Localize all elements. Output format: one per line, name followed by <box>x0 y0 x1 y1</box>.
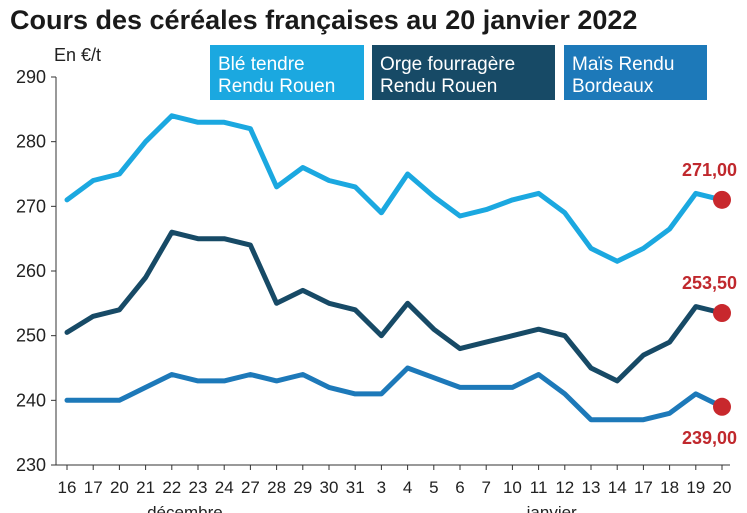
chart-title: Cours des céréales françaises au 20 janv… <box>10 5 637 35</box>
x-tick-label: 20 <box>110 478 129 497</box>
y-tick-label: 250 <box>16 326 46 346</box>
x-tick-label: 4 <box>403 478 412 497</box>
x-tick-label: 7 <box>481 478 490 497</box>
end-marker <box>713 190 731 209</box>
x-tick-label: 30 <box>320 478 339 497</box>
month-label: décembre <box>147 503 223 513</box>
x-tick-label: 16 <box>58 478 77 497</box>
end-value-label: 239,00 <box>682 428 737 448</box>
x-tick-label: 5 <box>429 478 438 497</box>
x-tick-label: 13 <box>582 478 601 497</box>
month-label: janvier <box>526 503 577 513</box>
unit-label: En €/t <box>54 45 101 65</box>
x-tick-label: 6 <box>455 478 464 497</box>
legend-label: Bordeaux <box>572 76 654 97</box>
x-tick-label: 17 <box>84 478 103 497</box>
x-tick-label: 3 <box>377 478 386 497</box>
x-tick-label: 19 <box>686 478 705 497</box>
x-tick-label: 12 <box>555 478 574 497</box>
y-tick-label: 230 <box>16 455 46 475</box>
end-value-label: 271,00 <box>682 160 737 180</box>
series-line <box>64 365 725 423</box>
x-tick-label: 14 <box>608 478 627 497</box>
end-marker <box>713 304 731 323</box>
x-tick-label: 11 <box>530 478 548 497</box>
legend-label: Rendu Rouen <box>218 76 335 97</box>
series-line <box>64 229 725 384</box>
series-lines <box>64 113 725 423</box>
y-tick-label: 270 <box>16 196 46 216</box>
axes: 230 240 250 260 270 280 290 16 17 20 21 22 23 24 27 28 2… <box>16 67 732 513</box>
x-tick-label: 31 <box>346 478 365 497</box>
end-value-label: 253,50 <box>682 273 737 293</box>
end-markers: 271,00 253,50 239,00 <box>682 160 737 448</box>
legend-swatch <box>372 45 555 100</box>
legend-label: Blé tendre <box>218 54 305 75</box>
y-tick-label: 260 <box>16 261 46 281</box>
end-marker <box>713 397 731 416</box>
legend-label: Rendu Rouen <box>380 76 497 97</box>
x-tick-label: 21 <box>136 478 155 497</box>
x-tick-label: 17 <box>634 478 653 497</box>
series-line <box>64 113 725 264</box>
legend-label: Orge fourragère <box>380 54 515 75</box>
x-tick-label: 29 <box>293 478 312 497</box>
x-tick-label: 28 <box>267 478 286 497</box>
x-tick-label: 10 <box>503 478 522 497</box>
y-tick-label: 290 <box>16 67 46 87</box>
x-tick-label: 20 <box>713 478 732 497</box>
x-tick-label: 24 <box>215 478 234 497</box>
legend-swatch <box>210 45 364 100</box>
y-tick-label: 280 <box>16 132 46 152</box>
y-tick-label: 240 <box>16 390 46 410</box>
x-tick-label: 22 <box>162 478 181 497</box>
x-tick-label: 27 <box>241 478 260 497</box>
legend-swatch <box>564 45 707 100</box>
x-tick-label: 23 <box>189 478 208 497</box>
x-tick-label: 18 <box>660 478 679 497</box>
legend-label: Maïs Rendu <box>572 54 674 75</box>
